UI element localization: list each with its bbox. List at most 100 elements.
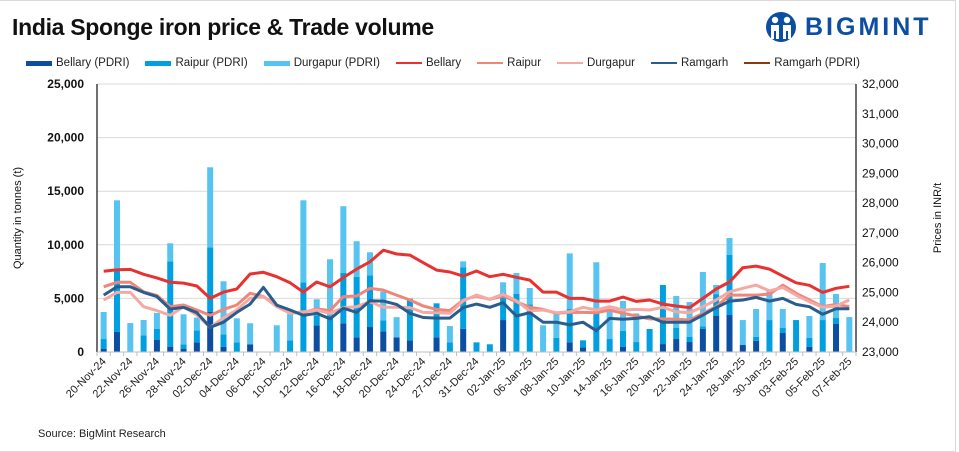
legend-label: Durgapur (PDRI) (293, 57, 380, 69)
bar-raipur-pdri (207, 247, 214, 313)
bar-raipur-pdri (433, 303, 440, 338)
legend-swatch (145, 60, 172, 66)
bar-bellary-pdri (247, 344, 254, 352)
bar-bellary-pdri (353, 337, 360, 352)
legend-label: Ramgarh (680, 57, 729, 69)
bar-durgapur-pdri (806, 315, 813, 338)
bar-bellary-pdri (659, 344, 666, 352)
legend-label: Ramgarh (PDRI) (774, 57, 860, 69)
bar-raipur-pdri (473, 342, 480, 352)
bar-raipur-pdri (753, 336, 760, 341)
left-tick-label: 15,000 (47, 184, 84, 198)
bar-raipur-pdri (606, 339, 613, 352)
legend-item: Raipur (PDRI) (145, 57, 248, 69)
bar-bellary-pdri (460, 328, 467, 352)
bar-bellary-pdri (207, 312, 214, 352)
bar-raipur-pdri (180, 344, 187, 349)
legend-swatch (477, 62, 504, 64)
bar-durgapur-pdri (500, 282, 507, 294)
bar-durgapur-pdri (633, 313, 640, 343)
bar-raipur-pdri (313, 315, 320, 326)
bar-durgapur-pdri (460, 261, 467, 268)
right-tick-label: 30,000 (862, 137, 899, 151)
bar-raipur-pdri (446, 342, 453, 352)
bar-raipur-pdri (233, 342, 240, 352)
right-axis-title: Prices in INR/t (932, 183, 944, 253)
bar-durgapur-pdri (127, 323, 134, 352)
bar-raipur-pdri (699, 326, 706, 329)
bar-durgapur-pdri (220, 281, 227, 335)
legend-label: Durgapur (587, 57, 635, 69)
bar-bellary-pdri (380, 331, 387, 352)
bar-bellary-pdri (566, 342, 573, 352)
right-tick-label: 27,000 (862, 226, 899, 240)
bar-durgapur-pdri (167, 243, 174, 262)
bar-raipur-pdri (726, 254, 733, 316)
bar-bellary-pdri (779, 333, 786, 352)
bar-raipur-pdri (140, 335, 147, 352)
bar-raipur-pdri (513, 294, 520, 352)
bar-raipur-pdri (619, 330, 626, 347)
legend-swatch (263, 60, 290, 66)
legend-item: Bellary (395, 57, 461, 69)
bar-bellary-pdri (726, 315, 733, 352)
bar-durgapur-pdri (606, 309, 613, 340)
bar-raipur-pdri (100, 339, 107, 349)
bar-bellary-pdri (100, 348, 107, 352)
bar-durgapur-pdri (526, 288, 533, 305)
bar-durgapur-pdri (287, 313, 294, 341)
legend-item: Ramgarh (PDRI) (744, 57, 860, 69)
bigmint-logo: BIGMINT (765, 10, 932, 44)
bar-durgapur-pdri (313, 299, 320, 316)
bar-raipur-pdri (673, 327, 680, 340)
bar-raipur-pdri (167, 261, 174, 347)
bar-raipur-pdri (819, 320, 826, 352)
bar-durgapur-pdri (273, 325, 280, 352)
bar-raipur-pdri (193, 330, 200, 343)
bar-durgapur-pdri (247, 323, 254, 345)
line-durgapur (102, 283, 850, 329)
legend-label: Raipur (PDRI) (175, 57, 248, 69)
bar-bellary-pdri (313, 325, 320, 352)
legend-item: Raipur (477, 57, 541, 69)
bar-durgapur-pdri (366, 252, 373, 276)
bar-raipur-pdri (406, 298, 413, 341)
bar-durgapur-pdri (113, 200, 120, 269)
legend-swatch (395, 62, 422, 64)
legend-label: Raipur (507, 57, 542, 69)
bar-bellary-pdri (113, 331, 120, 352)
bar-raipur-pdri (486, 344, 493, 352)
line-bellary (103, 248, 850, 310)
bar-bellary-pdri (180, 348, 187, 352)
left-axis-title: Quantity in tonnes (t) (12, 167, 24, 269)
bar-durgapur-pdri (100, 312, 107, 340)
left-tick-label: 5,000 (54, 291, 84, 305)
bar-durgapur-pdri (233, 318, 240, 343)
bar-durgapur-pdri (566, 253, 573, 310)
bar-raipur-pdri (327, 315, 334, 352)
right-tick-label: 32,000 (862, 77, 899, 91)
bar-bellary-pdri (739, 345, 746, 352)
bar-durgapur-pdri (340, 206, 347, 273)
bar-raipur-pdri (593, 313, 600, 352)
bar-durgapur-pdri (553, 313, 560, 338)
legend-item: Bellary (PDRI) (26, 57, 129, 69)
bar-durgapur-pdri (540, 325, 547, 352)
bar-durgapur-pdri (300, 200, 307, 283)
bar-durgapur-pdri (153, 312, 160, 329)
bar-bellary-pdri (433, 337, 440, 352)
bar-raipur-pdri (793, 320, 800, 352)
bar-bellary-pdri (806, 346, 813, 352)
legend: Bellary (PDRI) Raipur (PDRI) Durgapur (PDR… (26, 57, 876, 69)
bar-raipur-pdri (833, 318, 840, 325)
bar-bellary-pdri (500, 320, 507, 352)
bar-durgapur-pdri (446, 326, 453, 343)
bar-raipur-pdri (500, 293, 507, 321)
right-tick-label: 29,000 (862, 166, 899, 180)
legend-swatch (557, 62, 584, 64)
bar-durgapur-pdri (766, 290, 773, 321)
right-tick-label: 23,000 (862, 345, 899, 359)
bar-bellary-pdri (673, 339, 680, 352)
legend-item: Ramgarh (650, 57, 729, 69)
left-tick-label: 25,000 (47, 77, 84, 91)
